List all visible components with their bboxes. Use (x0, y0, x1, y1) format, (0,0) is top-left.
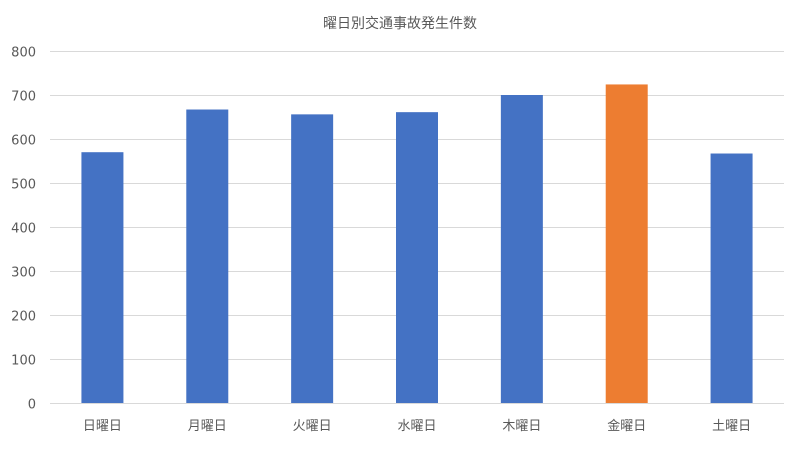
y-tick-label-500: 500 (11, 178, 36, 193)
bar-1 (81, 152, 124, 403)
y-tick-label-400: 400 (11, 222, 36, 237)
bar-2 (186, 109, 229, 404)
x-tick-label-2: 月曜日 (188, 419, 227, 434)
y-tick-label-700: 700 (11, 90, 36, 105)
x-tick-label-1: 日曜日 (83, 419, 122, 434)
y-tick-label-0: 0 (28, 398, 36, 413)
x-tick-label-4: 水曜日 (397, 419, 436, 434)
y-tick-label-800: 800 (11, 46, 36, 61)
bars (81, 84, 753, 404)
y-axis-ticks: 0 100 200 300 400 500 600 700 800 (11, 46, 36, 413)
x-tick-label-7: 土曜日 (712, 419, 751, 434)
y-tick-label-100: 100 (11, 354, 36, 369)
x-tick-label-3: 火曜日 (293, 419, 332, 434)
y-tick-label-600: 600 (11, 134, 36, 149)
bar-3 (291, 114, 334, 404)
chart-title: 曜日別交通事故発生件数 (323, 16, 477, 32)
y-tick-label-200: 200 (11, 310, 36, 325)
bar-5 (500, 95, 543, 403)
bar-6 (605, 84, 648, 403)
bar-7 (710, 153, 753, 403)
x-tick-label-6: 金曜日 (607, 418, 646, 434)
bar-4 (396, 112, 438, 403)
x-axis-labels: 日曜日 月曜日 火曜日 水曜日 木曜日 金曜日 土曜日 (83, 418, 751, 434)
x-tick-label-5: 木曜日 (502, 419, 541, 434)
y-tick-label-300: 300 (11, 266, 36, 281)
